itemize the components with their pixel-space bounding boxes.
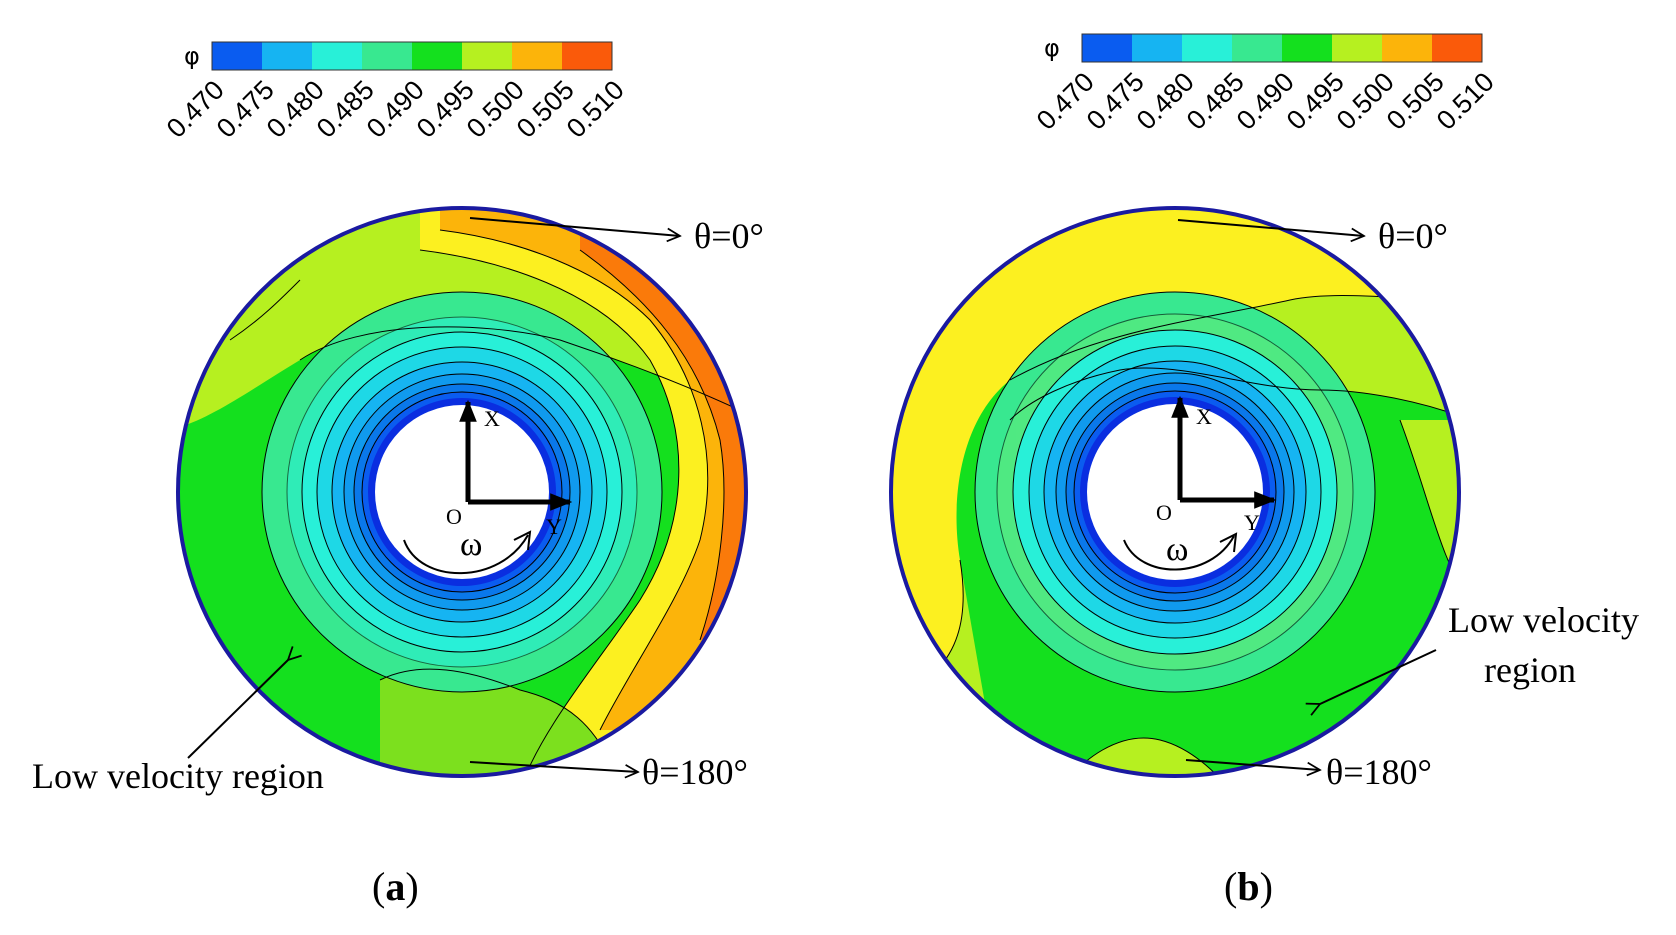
colorbar-tick-label: 0.470: [1031, 67, 1100, 136]
contour-panel-a: X Y O ω θ=0° θ=180° Low velocity region …: [32, 206, 764, 909]
colorbar-tick-label: 0.490: [1231, 67, 1300, 136]
colorbar-tick-label: 0.500: [1331, 67, 1400, 136]
colorbar-b: φ 0.4700.4750.4800.4850.4900.4950.5000.5…: [1031, 33, 1500, 136]
origin-label: O: [446, 504, 462, 529]
colorbar-a: φ 0.4700.4750.4800.4850.4900.4950.5000.5…: [161, 41, 630, 144]
contour-field-a: [178, 208, 746, 776]
colorbar-tick-label: 0.485: [311, 75, 380, 144]
colorbar-cell: [462, 42, 512, 70]
theta-bottom-label: θ=180°: [642, 752, 748, 792]
theta-top-label: θ=0°: [1378, 216, 1448, 256]
colorbar-cell: [1082, 34, 1132, 62]
caption-a: (a): [372, 864, 419, 909]
colorbar-cells: [1081, 33, 1483, 63]
axis-y-label: Y: [546, 514, 562, 539]
axis-x-label: X: [1196, 404, 1212, 429]
colorbar-frame: [211, 41, 613, 71]
omega-label: ω: [460, 526, 482, 563]
theta-bottom-label: θ=180°: [1326, 752, 1432, 792]
axis-x-label: X: [484, 406, 500, 431]
colorbar-tick-label: 0.505: [1381, 67, 1450, 136]
colorbar-tick-label: 0.490: [361, 75, 430, 144]
omega-label: ω: [1166, 531, 1188, 568]
colorbar-tick-label: 0.470: [161, 75, 230, 144]
colorbar-cell: [512, 42, 562, 70]
contour-panel-b: X Y O ω θ=0° θ=180° Low velocity region …: [889, 206, 1639, 909]
colorbar-tick-label: 0.500: [461, 75, 530, 144]
colorbar-cells: [211, 41, 613, 71]
colorbar-tick-labels: 0.4700.4750.4800.4850.4900.4950.5000.505…: [161, 75, 630, 144]
colorbar-tick-label: 0.495: [1281, 67, 1350, 136]
colorbar-tick-label: 0.495: [411, 75, 480, 144]
colorbar-cell: [212, 42, 262, 70]
caption-b: (b): [1224, 864, 1273, 909]
colorbar-cell: [1282, 34, 1332, 62]
low-velocity-label-line2: region: [1484, 650, 1576, 690]
colorbar-frame: [1081, 33, 1483, 63]
colorbar-cell: [412, 42, 462, 70]
colorbar-tick-labels: 0.4700.4750.4800.4850.4900.4950.5000.505…: [1031, 67, 1500, 136]
colorbar-cell: [1232, 34, 1282, 62]
colorbar-tick-label: 0.510: [1431, 67, 1500, 136]
axis-y-label: Y: [1244, 510, 1260, 535]
colorbar-tick-label: 0.475: [1081, 67, 1150, 136]
low-velocity-label: Low velocity region: [32, 756, 324, 796]
low-velocity-label-line1: Low velocity: [1448, 600, 1639, 640]
colorbar-cell: [562, 42, 612, 70]
colorbar-cell: [262, 42, 312, 70]
colorbar-cell: [1432, 34, 1482, 62]
colorbar-tick-label: 0.485: [1181, 67, 1250, 136]
colorbar-cell: [362, 42, 412, 70]
colorbar-tick-label: 0.510: [561, 75, 630, 144]
colorbar-symbol: φ: [184, 42, 200, 70]
colorbar-tick-label: 0.480: [261, 75, 330, 144]
colorbar-cell: [1182, 34, 1232, 62]
origin-label: O: [1156, 500, 1172, 525]
colorbar-cell: [312, 42, 362, 70]
colorbar-tick-label: 0.505: [511, 75, 580, 144]
colorbar-cell: [1382, 34, 1432, 62]
colorbar-cell: [1332, 34, 1382, 62]
colorbar-tick-label: 0.480: [1131, 67, 1200, 136]
colorbar-symbol: φ: [1044, 34, 1060, 62]
contour-field-b: [891, 208, 1459, 776]
colorbar-cell: [1132, 34, 1182, 62]
colorbar-tick-label: 0.475: [211, 75, 280, 144]
theta-top-label: θ=0°: [694, 216, 764, 256]
